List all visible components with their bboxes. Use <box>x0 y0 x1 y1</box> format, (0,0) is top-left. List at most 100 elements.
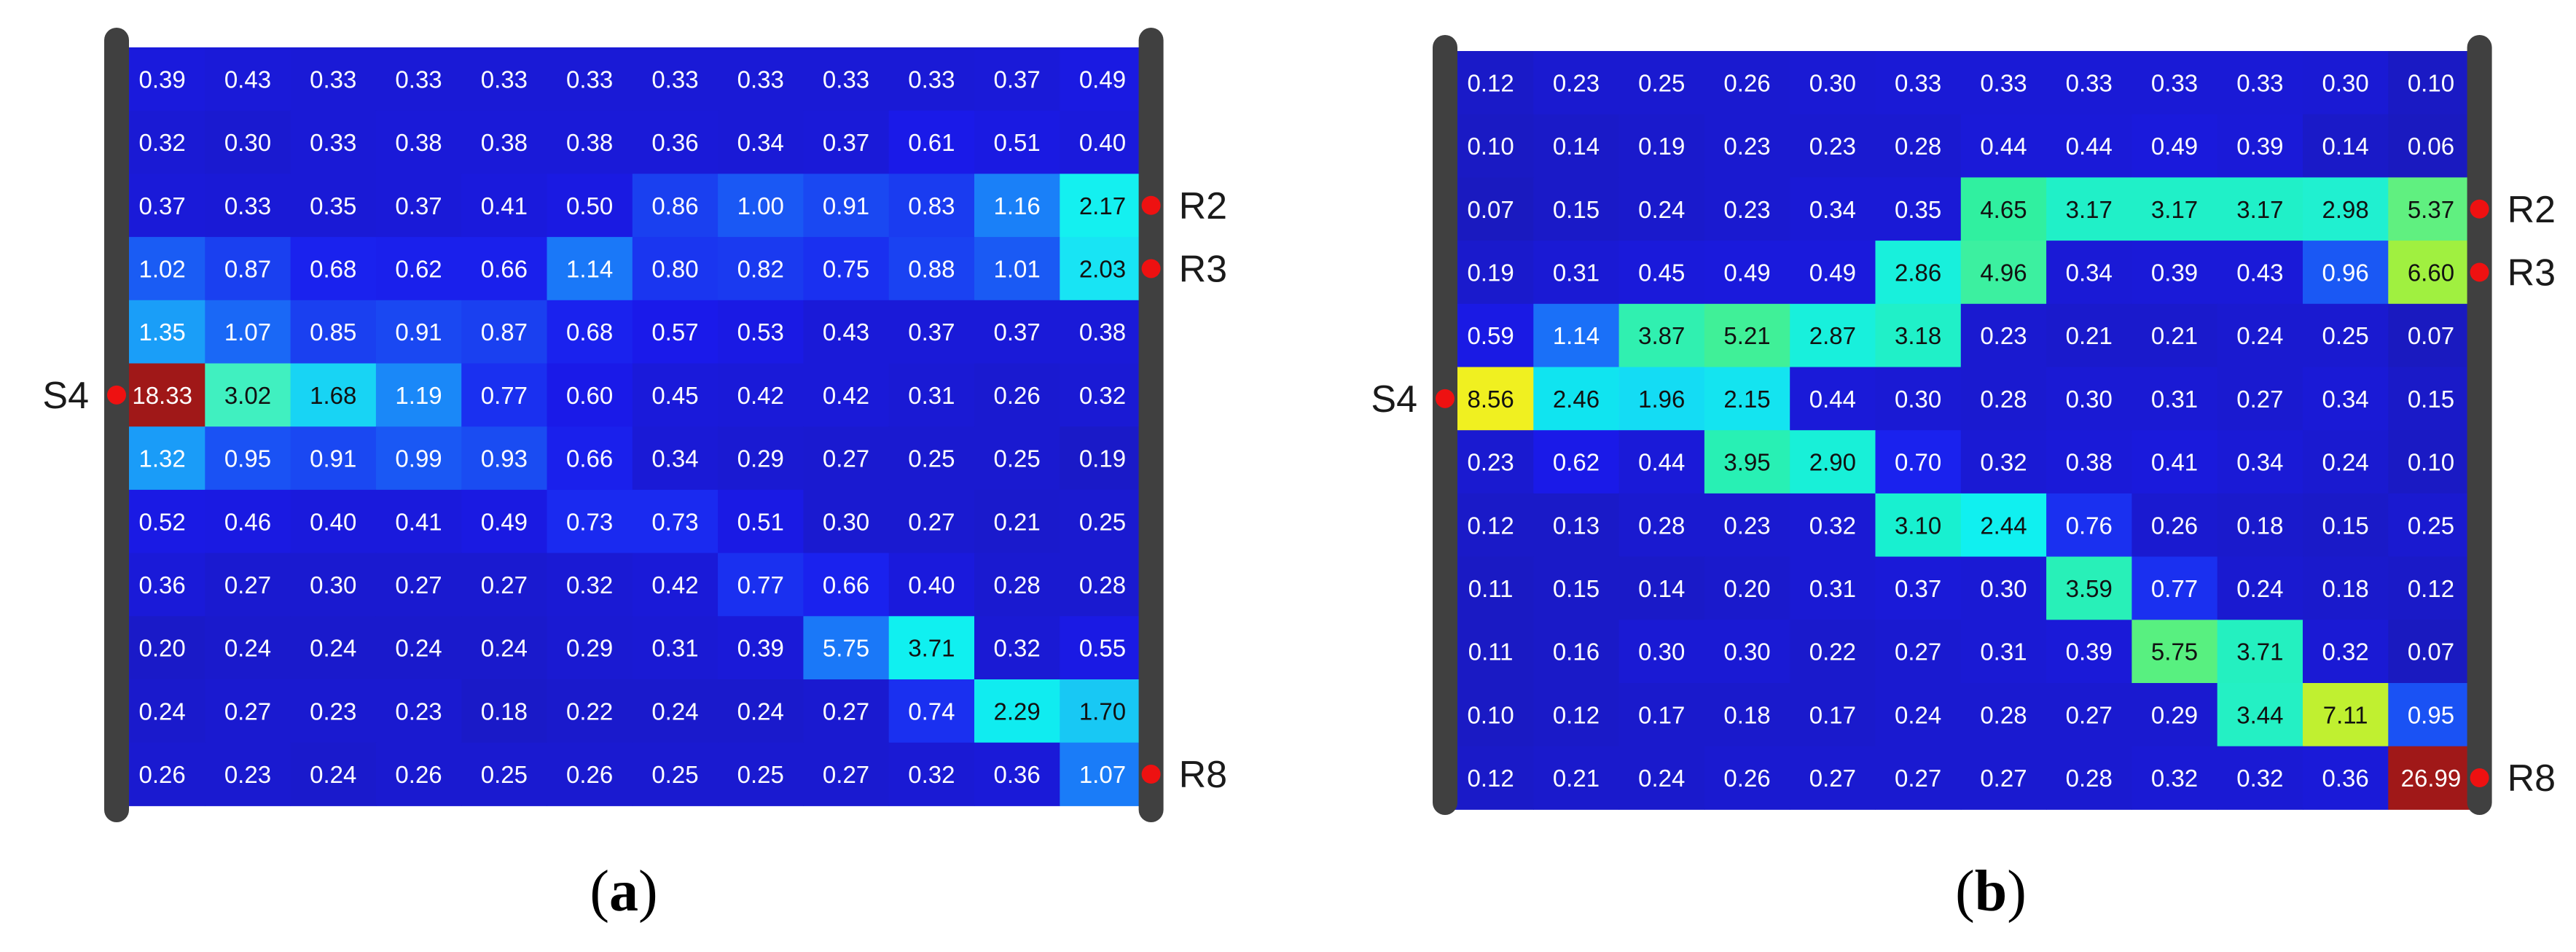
heatmap-cell-label: 0.32 <box>908 761 955 788</box>
heatmap-cell-label: 0.44 <box>1638 449 1685 476</box>
heatmap-cell-label: 0.22 <box>566 698 613 725</box>
heatmap-cell-label: 1.01 <box>994 255 1041 282</box>
heatmap-cell <box>2303 303 2389 367</box>
heatmap-cell-label: 26.99 <box>2401 765 2462 792</box>
heatmap-cell <box>1875 303 1962 367</box>
heatmap-cell-label: 0.37 <box>1895 575 1941 602</box>
heatmap-cell <box>803 679 890 744</box>
heatmap-cell-label: 0.24 <box>1638 765 1685 792</box>
heatmap-cell <box>375 237 462 301</box>
heatmap-cell-label: 0.44 <box>1809 386 1856 413</box>
heatmap-cell-label: 0.24 <box>2322 449 2369 476</box>
heatmap-cell <box>1060 363 1146 427</box>
heatmap-cell-label: 0.26 <box>1723 69 1770 96</box>
heatmap-cell <box>1060 47 1146 112</box>
heatmap-cell <box>2303 241 2389 305</box>
heatmap-cell <box>1618 683 1705 747</box>
heatmap-cell-label: 0.42 <box>651 571 698 598</box>
heatmap-cell-label: 0.73 <box>651 508 698 535</box>
heatmap-cell <box>2046 556 2132 620</box>
heatmap-cell-label: 0.32 <box>994 635 1041 662</box>
heatmap-cell-label: 0.45 <box>1638 259 1685 286</box>
heatmap-cell-label: 1.19 <box>395 382 442 409</box>
heatmap-cell <box>1618 241 1705 305</box>
heatmap-cell <box>375 616 462 680</box>
heatmap-cell <box>1448 241 1534 305</box>
heatmap-cell <box>1448 303 1534 367</box>
heatmap-cell-label: 0.34 <box>2236 449 2283 476</box>
heatmap-cell-label: 0.34 <box>2322 386 2369 413</box>
heatmap-cell <box>1618 177 1705 241</box>
heatmap-cell-label: 0.27 <box>823 761 869 788</box>
heatmap-cell <box>2303 430 2389 494</box>
heatmap-cell <box>632 553 719 617</box>
heatmap-cell-label: 0.36 <box>994 761 1041 788</box>
heatmap-cell-label: 5.75 <box>2151 639 2198 666</box>
heatmap-cell-label: 0.40 <box>310 508 356 535</box>
heatmap-cell-label: 0.62 <box>1553 449 1600 476</box>
heatmap-cell-label: 0.27 <box>1809 765 1856 792</box>
heatmap-cell-label: 0.95 <box>2408 701 2454 728</box>
heatmap-cell <box>1960 746 2047 810</box>
heatmap-cell <box>1960 114 2047 178</box>
heatmap-cell-label: 0.27 <box>1895 639 1941 666</box>
heatmap-cell-label: 0.39 <box>2236 133 2283 160</box>
heatmap-cell-label: 0.19 <box>1079 445 1126 472</box>
heatmap-cell <box>2046 303 2132 367</box>
heatmap-cell-label: 0.44 <box>1980 133 2027 160</box>
heatmap-cell <box>1060 742 1146 806</box>
heatmap-cell <box>1533 493 1620 558</box>
heatmap-cell-label: 0.36 <box>651 129 698 156</box>
heatmap-cell-label: 0.61 <box>908 129 955 156</box>
heatmap-cell <box>974 679 1060 744</box>
heatmap-cell <box>2303 683 2389 747</box>
heatmap-cell-label: 0.70 <box>1895 449 1941 476</box>
heatmap-cell-label: 0.15 <box>2322 512 2369 539</box>
heatmap-cell-label: 0.12 <box>1468 512 1514 539</box>
heatmap-cell <box>120 300 205 364</box>
heatmap-cell-label: 0.93 <box>481 445 528 472</box>
heatmap-cell-label: 0.19 <box>1468 259 1514 286</box>
heatmap-cell <box>1704 620 1790 684</box>
heatmap-cell <box>888 679 975 744</box>
heatmap-cell <box>290 553 377 617</box>
heatmap-cell-label: 0.68 <box>310 255 356 282</box>
heatmap-cell-label: 0.13 <box>1553 512 1600 539</box>
heatmap-cell-label: 0.37 <box>395 192 442 219</box>
heatmap-cell-label: 0.74 <box>908 698 955 725</box>
heatmap-cell <box>1875 241 1962 305</box>
heatmap-cell-label: 0.51 <box>737 508 784 535</box>
heatmap-cell-label: 0.30 <box>310 571 356 598</box>
heatmap-cell-label: 0.28 <box>1980 386 2027 413</box>
heatmap-cell <box>2388 746 2475 810</box>
heatmap-cell <box>547 553 633 617</box>
heatmap-cell-label: 0.25 <box>651 761 698 788</box>
heatmap-cell-label: 6.60 <box>2408 259 2454 286</box>
heatmap-cell <box>290 679 377 744</box>
heatmap-cell-label: 0.24 <box>310 635 356 662</box>
heatmap-cell <box>888 426 975 491</box>
heatmap-cell-label: 0.27 <box>395 571 442 598</box>
heatmap-cell <box>375 363 462 427</box>
heatmap-cell-label: 3.71 <box>908 635 955 662</box>
heatmap-cell <box>1960 177 2047 241</box>
heatmap-cell-label: 0.26 <box>139 761 186 788</box>
heatmap-cell <box>290 742 377 806</box>
heatmap-cell-label: 0.68 <box>566 319 613 346</box>
heatmap-cell-label: 0.39 <box>737 635 784 662</box>
heatmap-cell <box>375 553 462 617</box>
heatmap-cell <box>290 300 377 364</box>
heatmap-cell-label: 0.38 <box>2066 449 2113 476</box>
heatmap-cell <box>803 426 890 491</box>
heatmap-cell-label: 0.88 <box>908 255 955 282</box>
heatmap-cell <box>1960 303 2047 367</box>
heatmap-cell <box>120 489 205 554</box>
heatmap-cell <box>974 110 1060 174</box>
heatmap-cell <box>888 237 975 301</box>
heatmap-cell-label: 1.68 <box>310 382 356 409</box>
heatmap-cell-label: 0.34 <box>2066 259 2113 286</box>
heatmap-cell <box>375 679 462 744</box>
heatmap-cell-label: 0.31 <box>1809 575 1856 602</box>
heatmap-cell <box>888 742 975 806</box>
heatmap-cell <box>2388 556 2475 620</box>
